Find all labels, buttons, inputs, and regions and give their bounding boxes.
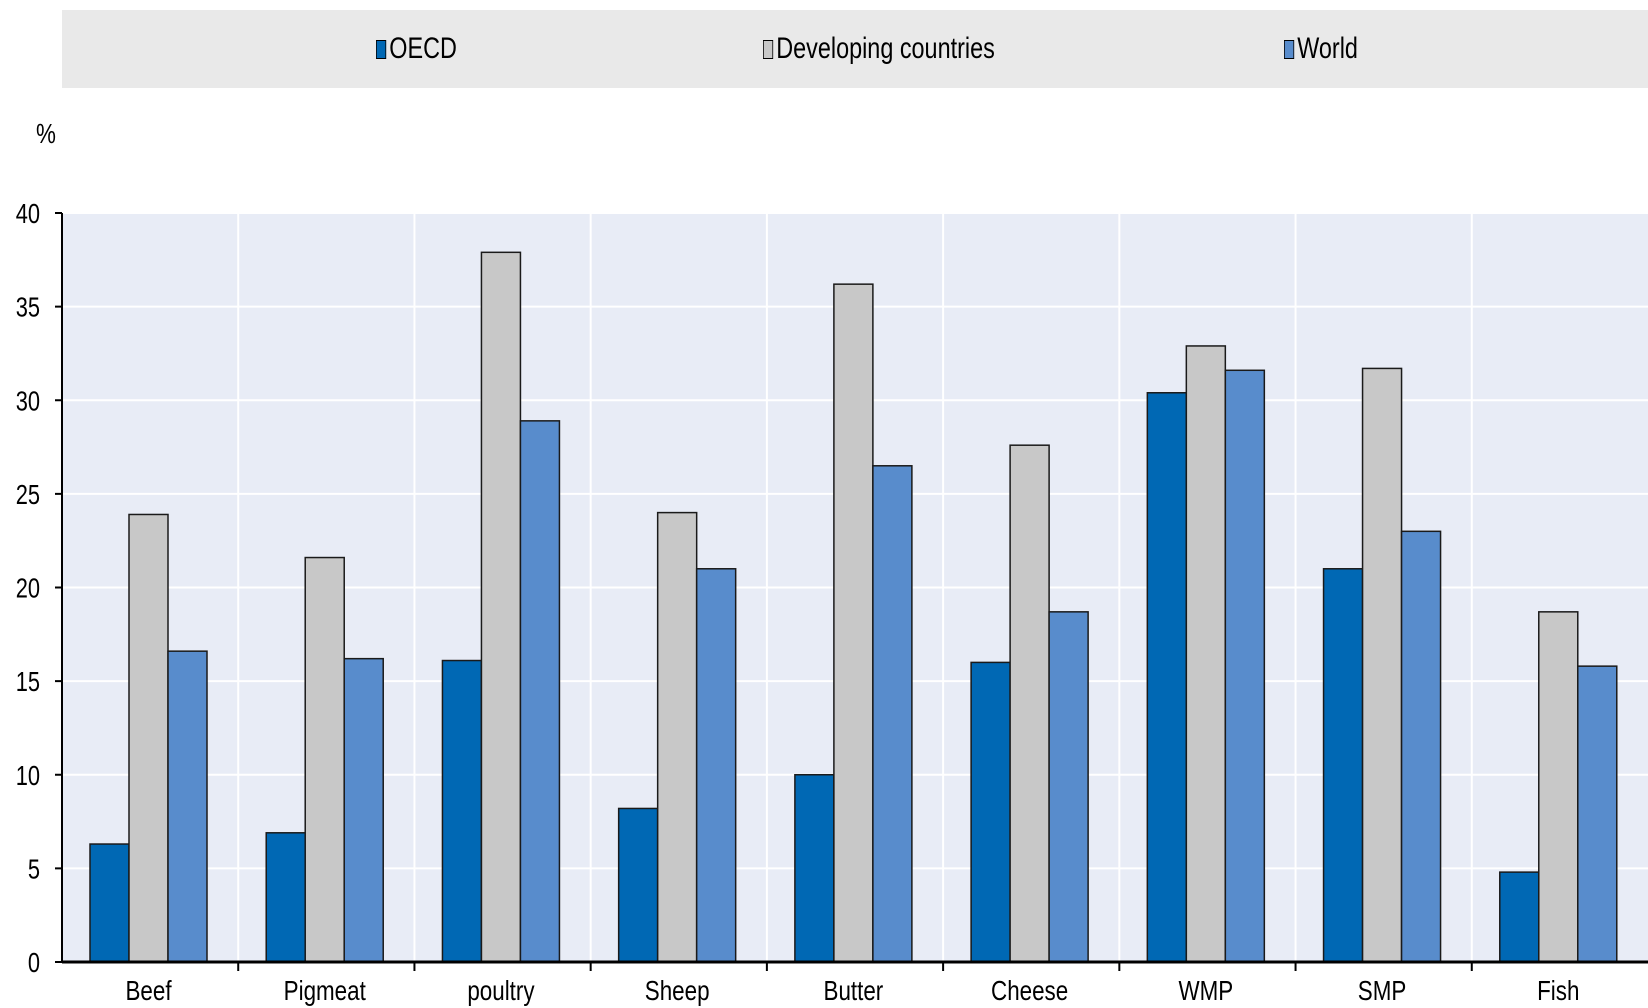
bar-world-smp	[1400, 530, 1442, 963]
bar-developing-countries-poultry	[480, 251, 522, 963]
y-tick-label: 0	[28, 947, 40, 978]
x-tick-label-smp: SMP	[1358, 976, 1407, 1007]
bar-world-fish	[1577, 665, 1618, 963]
y-axis-unit-label: %	[36, 118, 56, 149]
legend-item-developing: Developing countries	[763, 10, 995, 88]
y-tick-label: 35	[16, 292, 40, 323]
bar-world-sheep	[695, 568, 737, 963]
bar-developing-countries-fish	[1538, 611, 1579, 963]
bar-developing-countries-cheese	[1009, 444, 1050, 963]
x-tick-label-pigmeat: Pigmeat	[284, 976, 366, 1007]
x-tick-label-sheep: Sheep	[645, 976, 710, 1007]
legend: OECD Developing countries World	[62, 10, 1648, 88]
bar-oecd-butter	[794, 774, 835, 963]
x-tick-label-poultry: poultry	[467, 976, 534, 1007]
legend-label-developing: Developing countries	[776, 32, 995, 65]
bar-developing-countries-beef	[128, 513, 169, 963]
bar-oecd-beef	[89, 843, 130, 963]
legend-swatch-oecd	[376, 39, 387, 59]
bar-oecd-smp	[1322, 568, 1364, 963]
y-tick-label: 40	[16, 198, 40, 229]
bar-developing-countries-butter	[833, 283, 874, 963]
bar-world-butter	[872, 465, 913, 963]
legend-swatch-developing	[763, 39, 774, 59]
y-tick-label: 20	[16, 573, 40, 604]
bar-oecd-fish	[1499, 871, 1540, 963]
y-tick-label: 5	[28, 854, 40, 885]
bar-world-cheese	[1048, 611, 1089, 963]
y-tick-label: 10	[16, 760, 40, 791]
y-tick-label: 15	[16, 667, 40, 698]
legend-item-oecd: OECD	[376, 10, 457, 88]
bar-developing-countries-sheep	[656, 511, 698, 963]
x-tick-label-fish: Fish	[1537, 976, 1579, 1007]
y-tick-label: 25	[16, 479, 40, 510]
legend-item-world: World	[1284, 10, 1358, 88]
bar-oecd-pigmeat	[265, 832, 306, 963]
bar-oecd-cheese	[970, 661, 1011, 963]
bar-developing-countries-wmp	[1185, 345, 1227, 963]
x-tick-label-beef: Beef	[125, 976, 172, 1007]
bar-oecd-sheep	[617, 807, 659, 963]
bar-oecd-poultry	[441, 659, 483, 963]
x-tick-label-butter: Butter	[824, 976, 884, 1007]
x-tick-label-wmp: WMP	[1178, 976, 1233, 1007]
bar-world-wmp	[1224, 369, 1266, 963]
bar-world-poultry	[519, 420, 561, 963]
x-tick-label-cheese: Cheese	[991, 976, 1068, 1007]
bar-developing-countries-pigmeat	[304, 556, 345, 963]
bar-oecd-wmp	[1146, 392, 1188, 963]
y-tick-label: 30	[16, 386, 40, 417]
legend-label-world: World	[1297, 32, 1358, 65]
legend-label-oecd: OECD	[389, 32, 457, 65]
bar-developing-countries-smp	[1361, 367, 1403, 963]
bar-world-pigmeat	[343, 657, 384, 963]
bar-world-beef	[167, 650, 208, 963]
legend-swatch-world	[1284, 39, 1295, 59]
